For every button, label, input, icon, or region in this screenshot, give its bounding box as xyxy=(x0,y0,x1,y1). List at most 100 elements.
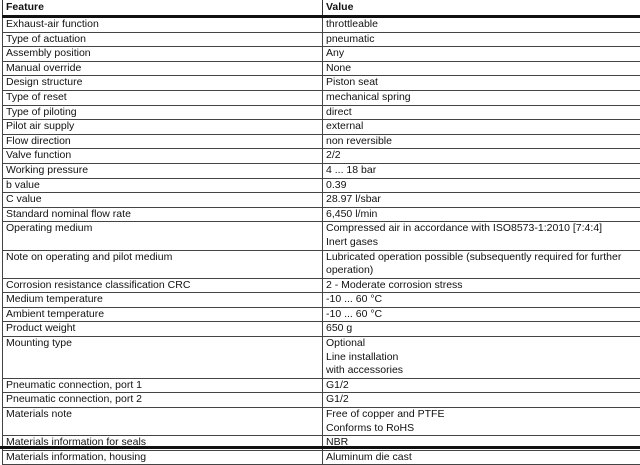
value-cell: Piston seat xyxy=(323,76,640,91)
table-row: Medium temperature-10 ... 60 °C xyxy=(3,293,640,308)
feature-cell: Design structure xyxy=(3,76,323,91)
value-line: G1/2 xyxy=(326,393,639,407)
feature-cell: Type of actuation xyxy=(3,32,323,47)
feature-cell: Flow direction xyxy=(3,134,323,149)
value-line: 650 g xyxy=(326,322,639,336)
value-line: non reversible xyxy=(326,135,639,149)
value-line: G1/2 xyxy=(326,379,639,393)
feature-cell: Pilot air supply xyxy=(3,120,323,135)
table-row: Ambient temperature-10 ... 60 °C xyxy=(3,307,640,322)
value-line: 6,450 l/min xyxy=(326,208,639,222)
value-line: mechanical spring xyxy=(326,91,639,105)
value-line: Optional xyxy=(326,337,639,351)
feature-cell: Corrosion resistance classification CRC xyxy=(3,278,323,293)
value-line: Lubricated operation possible (subsequen… xyxy=(326,251,639,265)
value-line: Piston seat xyxy=(326,76,639,90)
header-value: Value xyxy=(323,0,640,17)
value-line: Compressed air in accordance with ISO857… xyxy=(326,222,639,236)
feature-cell: Exhaust-air function xyxy=(3,17,323,33)
value-line: with accessories xyxy=(326,364,639,378)
value-line: Inert gases xyxy=(326,236,639,250)
value-cell: non reversible xyxy=(323,134,640,149)
feature-cell: C value xyxy=(3,193,323,208)
value-line: 28.97 l/sbar xyxy=(326,193,639,207)
value-cell: 650 g xyxy=(323,322,640,337)
feature-cell: Assembly position xyxy=(3,47,323,62)
value-cell: Aluminum die cast xyxy=(323,450,640,465)
value-line: Line installation xyxy=(326,351,639,365)
value-line: 2/2 xyxy=(326,149,639,163)
value-line: throttleable xyxy=(326,18,639,32)
value-cell: -10 ... 60 °C xyxy=(323,307,640,322)
value-cell: Any xyxy=(323,47,640,62)
value-cell: external xyxy=(323,120,640,135)
feature-cell: b value xyxy=(3,178,323,193)
value-cell: 0.39 xyxy=(323,178,640,193)
value-cell: -10 ... 60 °C xyxy=(323,293,640,308)
value-line: None xyxy=(326,62,639,76)
value-line: pneumatic xyxy=(326,33,639,47)
value-cell: mechanical spring xyxy=(323,90,640,105)
value-line: direct xyxy=(326,106,639,120)
feature-cell: Standard nominal flow rate xyxy=(3,207,323,222)
value-line: 4 ... 18 bar xyxy=(326,164,639,178)
value-line: -10 ... 60 °C xyxy=(326,293,639,307)
feature-cell: Operating medium xyxy=(3,222,323,250)
value-cell: Lubricated operation possible (subsequen… xyxy=(323,250,640,278)
header-feature: Feature xyxy=(3,0,323,17)
value-line: 2 - Moderate corrosion stress xyxy=(326,279,639,293)
value-line: 0.39 xyxy=(326,179,639,193)
feature-cell: Manual override xyxy=(3,61,323,76)
value-cell: 2/2 xyxy=(323,149,640,164)
feature-cell: Type of piloting xyxy=(3,105,323,120)
value-cell: 4 ... 18 bar xyxy=(323,163,640,178)
feature-cell: Ambient temperature xyxy=(3,307,323,322)
feature-cell: Pneumatic connection, port 2 xyxy=(3,393,323,408)
header-row: Feature Value xyxy=(3,0,640,17)
value-line: Aluminum die cast xyxy=(326,451,639,465)
feature-cell: Type of reset xyxy=(3,90,323,105)
value-cell: None xyxy=(323,61,640,76)
value-cell: throttleable xyxy=(323,17,640,33)
value-cell: G1/2 xyxy=(323,378,640,393)
feature-cell: Mounting type xyxy=(3,337,323,379)
value-cell: 6,450 l/min xyxy=(323,207,640,222)
feature-cell: Materials information, housing xyxy=(3,450,323,465)
value-line: Conforms to RoHS xyxy=(326,422,639,436)
value-line: Any xyxy=(326,47,639,61)
feature-cell: Materials note xyxy=(3,408,323,436)
value-cell: G1/2 xyxy=(323,393,640,408)
feature-cell: Pneumatic connection, port 1 xyxy=(3,378,323,393)
value-line: external xyxy=(326,120,639,134)
value-cell: pneumatic xyxy=(323,32,640,47)
value-line: -10 ... 60 °C xyxy=(326,308,639,322)
value-line: Free of copper and PTFE xyxy=(326,408,639,422)
feature-cell: Note on operating and pilot medium xyxy=(3,250,323,278)
value-cell: 2 - Moderate corrosion stress xyxy=(323,278,640,293)
feature-cell: Working pressure xyxy=(3,163,323,178)
